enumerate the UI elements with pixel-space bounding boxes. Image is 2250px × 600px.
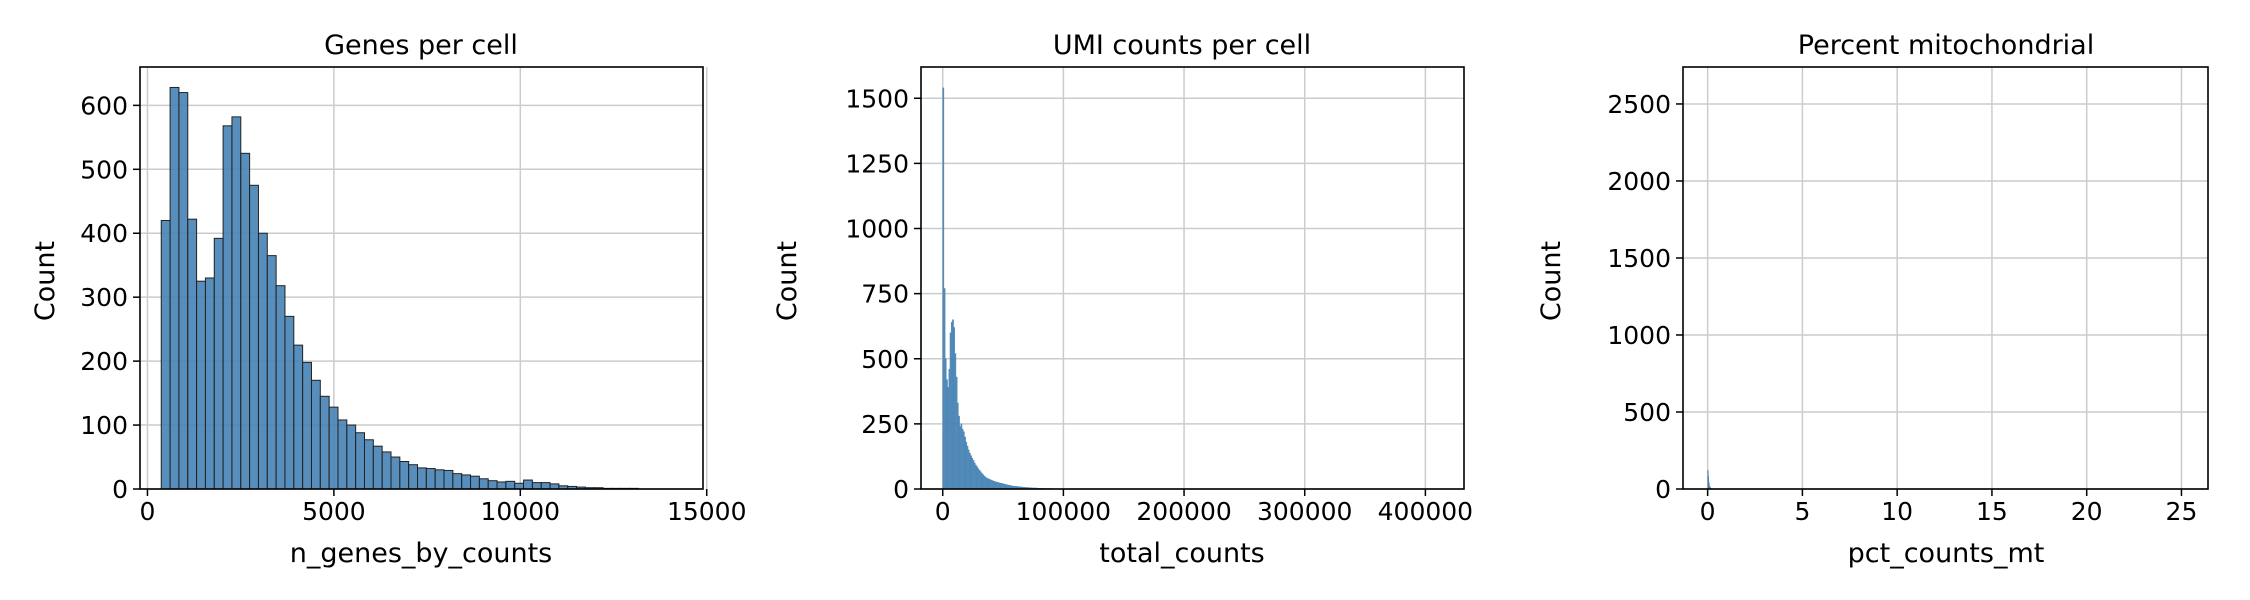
- y-axis-label: Count: [772, 241, 803, 321]
- y-tick-label: 1000: [845, 215, 909, 244]
- histogram-bars: [1707, 470, 1713, 490]
- histogram-bar: [417, 467, 427, 490]
- x-tick-label: 10: [1881, 497, 1913, 526]
- histogram-bar: [240, 152, 251, 490]
- histogram-bar: [363, 439, 374, 490]
- histogram-bar: [531, 482, 542, 490]
- y-tick-label: 1000: [1607, 321, 1671, 350]
- histogram-bar: [408, 464, 419, 490]
- histogram-bar: [319, 395, 330, 490]
- x-axis-label: n_genes_by_counts: [290, 538, 553, 569]
- x-tick-label: 5: [1794, 497, 1810, 526]
- y-tick-label: 0: [1655, 475, 1671, 504]
- histogram-bar: [461, 474, 472, 490]
- histogram-bar: [249, 184, 259, 490]
- histogram-bar: [257, 232, 268, 490]
- histogram-bar: [505, 480, 516, 490]
- histogram-bar: [381, 451, 392, 490]
- histogram-bar: [496, 481, 507, 490]
- plot-frame: [139, 66, 704, 490]
- histogram-bar: [275, 285, 286, 490]
- x-tick-label: 0: [140, 497, 156, 526]
- y-tick-label: 750: [861, 280, 909, 309]
- x-tick-label: 300000: [1257, 497, 1352, 526]
- y-tick-label: 400: [80, 219, 128, 248]
- y-tick-label: 500: [80, 155, 128, 184]
- histogram-bar: [478, 478, 489, 490]
- histogram-bar: [266, 255, 277, 490]
- y-tick-label: 2500: [1607, 90, 1671, 119]
- histogram-bar: [487, 480, 498, 490]
- histogram-bar: [470, 475, 480, 490]
- panel-umi-counts-per-cell: UMI counts per cell total_counts Count 0…: [772, 30, 1473, 569]
- histogram-bar: [178, 92, 189, 490]
- x-tick-label: 0: [1700, 497, 1716, 526]
- y-tick-label: 100: [80, 411, 128, 440]
- histogram-bar: [372, 445, 383, 490]
- x-tick-label: 10000: [481, 497, 561, 526]
- x-tick-label: 15: [1976, 497, 2008, 526]
- y-axis-label: Count: [1536, 241, 1567, 321]
- histogram-bars: [942, 87, 1064, 490]
- chart-title: Genes per cell: [324, 30, 518, 61]
- y-tick-label: 1500: [1607, 244, 1671, 273]
- y-tick-label: 2000: [1607, 167, 1671, 196]
- histogram-bar: [284, 315, 295, 490]
- y-tick-label: 300: [80, 283, 128, 312]
- histogram-bar: [425, 468, 436, 490]
- histogram-bar: [187, 218, 198, 490]
- histogram-bar: [169, 86, 180, 490]
- histogram-bar: [399, 461, 410, 490]
- x-tick-label: 25: [2166, 497, 2198, 526]
- histogram-bar: [443, 469, 454, 490]
- histogram-bar: [514, 482, 525, 490]
- y-axis-label: Count: [30, 241, 61, 321]
- histogram-bar: [452, 473, 463, 490]
- histogram-bar: [355, 432, 365, 490]
- plot-frame: [920, 66, 1465, 490]
- histogram-bars: [160, 86, 639, 490]
- y-tick-label: 0: [893, 475, 909, 504]
- histogram-bar: [160, 219, 171, 490]
- histogram-bar: [204, 277, 215, 490]
- y-tick-label: 200: [80, 347, 128, 376]
- y-tick-label: 500: [861, 345, 909, 374]
- x-tick-label: 15000: [667, 497, 747, 526]
- histogram-bar: [540, 482, 551, 490]
- y-tick-label: 1250: [845, 149, 909, 178]
- histogram-bar: [196, 280, 206, 490]
- histogram-bar: [222, 125, 233, 490]
- x-tick-label: 400000: [1378, 497, 1473, 526]
- histogram-bar: [213, 237, 224, 490]
- x-axis-label: pct_counts_mt: [1848, 538, 2045, 569]
- histogram-bar: [231, 116, 242, 490]
- histogram-bar: [434, 469, 445, 490]
- panel-percent-mitochondrial: Percent mitochondrial pct_counts_mt Coun…: [1536, 30, 2209, 569]
- x-axis-label: total_counts: [1099, 538, 1264, 569]
- x-tick-label: 5000: [302, 497, 366, 526]
- x-tick-label: 20: [2071, 497, 2103, 526]
- x-tick-label: 100000: [1016, 497, 1111, 526]
- chart-title: UMI counts per cell: [1053, 30, 1311, 61]
- panel-genes-per-cell: Genes per cell n_genes_by_counts Count 0…: [30, 30, 746, 569]
- x-tick-label: 200000: [1136, 497, 1231, 526]
- chart-title: Percent mitochondrial: [1798, 30, 2094, 61]
- histogram-bar: [293, 344, 304, 490]
- histogram-bar: [390, 456, 401, 490]
- x-tick-label: 0: [935, 497, 951, 526]
- histogram-bar: [346, 424, 357, 490]
- y-tick-label: 600: [80, 91, 128, 120]
- histogram-bar: [523, 479, 533, 490]
- histogram-bar: [328, 406, 339, 490]
- plot-frame: [1682, 66, 2209, 490]
- y-tick-label: 250: [861, 410, 909, 439]
- y-tick-label: 1500: [845, 84, 909, 113]
- histogram-bar: [310, 379, 321, 490]
- y-tick-label: 500: [1623, 398, 1671, 427]
- histogram-bar: [337, 419, 348, 490]
- y-tick-label: 0: [112, 475, 128, 504]
- histogram-bar: [302, 361, 312, 490]
